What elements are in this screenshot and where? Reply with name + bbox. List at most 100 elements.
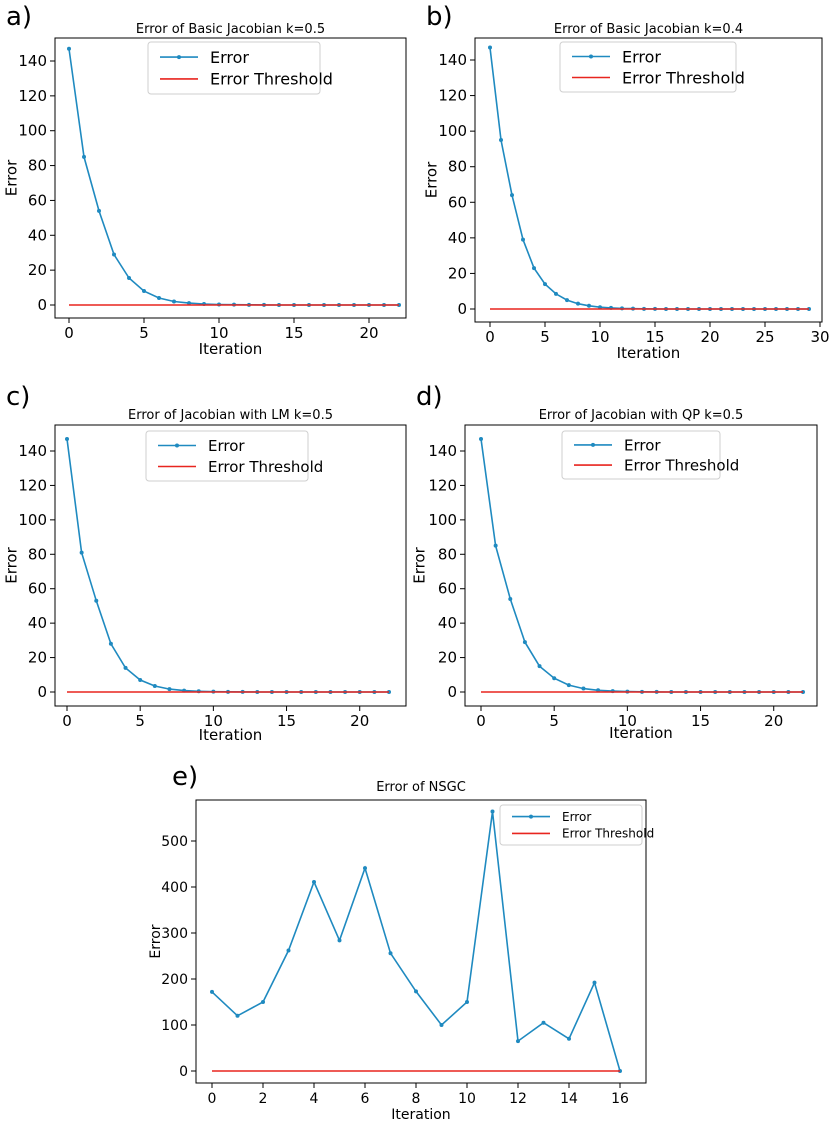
data-point-e xyxy=(592,980,597,985)
y-tick-label-a: 60 xyxy=(28,191,47,209)
y-tick-label-c: 40 xyxy=(28,614,47,632)
legend-marker-b xyxy=(589,54,593,59)
axes-frame-c xyxy=(54,424,407,707)
axes-frame-d xyxy=(464,424,818,707)
data-point-e xyxy=(465,1000,469,1004)
x-axis-label-b: Iteration xyxy=(617,344,681,362)
axes-frame-b xyxy=(474,37,823,323)
y-axis-label-b: Error xyxy=(423,161,441,198)
x-tick-label-d: 0 xyxy=(476,712,486,730)
data-point-b xyxy=(565,298,569,303)
x-tick-label-b: 5 xyxy=(540,328,550,346)
chart-title-c: Error of Jacobian with LM k=0.5 xyxy=(128,408,333,423)
legend-marker-d xyxy=(591,442,595,447)
y-tick-label-b: 20 xyxy=(448,264,467,282)
data-point-e xyxy=(516,1039,520,1044)
data-point-a xyxy=(187,301,191,306)
y-tick-label-b: 40 xyxy=(448,229,467,247)
panel-label-c: c) xyxy=(6,382,31,412)
x-tick-label-b: 25 xyxy=(755,328,774,346)
legend-box-a xyxy=(147,41,321,95)
y-tick-label-c: 80 xyxy=(28,545,47,563)
data-point-e xyxy=(439,1023,444,1027)
data-point-b xyxy=(598,305,602,310)
axes-frame-e xyxy=(195,799,647,1084)
data-point-d xyxy=(566,683,571,688)
x-tick-label-b: 30 xyxy=(810,328,829,346)
axes-frame-a xyxy=(54,37,407,319)
y-tick-label-e: 100 xyxy=(161,1018,188,1034)
x-tick-label-d: 20 xyxy=(764,712,783,730)
y-tick-label-d: 140 xyxy=(428,442,457,460)
panel-label-b: b) xyxy=(426,2,453,32)
x-axis-label-e: Iteration xyxy=(391,1107,450,1123)
y-tick-label-d: 60 xyxy=(438,580,457,598)
y-tick-label-d: 120 xyxy=(428,476,457,494)
data-point-b xyxy=(554,291,558,296)
x-tick-label-e: 6 xyxy=(361,1091,370,1107)
data-point-c xyxy=(108,641,113,646)
data-point-e xyxy=(337,938,342,943)
y-tick-label-b: 100 xyxy=(438,122,467,140)
legend-label-a-threshold: Error Threshold xyxy=(210,70,333,89)
y-tick-label-c: 0 xyxy=(37,683,47,701)
chart-title-d: Error of Jacobian with QP k=0.5 xyxy=(539,408,744,423)
data-point-e xyxy=(567,1036,571,1041)
y-tick-label-d: 0 xyxy=(447,683,457,701)
y-tick-label-e: 500 xyxy=(161,834,188,850)
y-tick-label-a: 20 xyxy=(28,261,47,279)
x-tick-label-a: 5 xyxy=(139,324,149,342)
x-tick-label-b: 10 xyxy=(590,328,609,346)
data-point-e xyxy=(363,866,367,871)
data-point-c xyxy=(79,550,84,555)
x-tick-label-b: 0 xyxy=(485,328,495,346)
legend-marker-a xyxy=(177,55,181,60)
data-point-a xyxy=(112,252,116,257)
panel-label-d: d) xyxy=(416,382,443,412)
data-point-a xyxy=(172,299,176,304)
data-point-b xyxy=(521,237,525,242)
y-tick-label-a: 80 xyxy=(28,157,47,175)
x-tick-label-e: 16 xyxy=(611,1091,629,1107)
y-tick-label-a: 120 xyxy=(18,87,47,105)
x-tick-label-d: 15 xyxy=(691,712,710,730)
x-tick-label-e: 10 xyxy=(458,1091,476,1107)
x-tick-label-c: 0 xyxy=(62,712,72,730)
data-point-b xyxy=(576,301,580,306)
chart-title-a: Error of Basic Jacobian k=0.5 xyxy=(136,22,325,37)
x-tick-label-a: 20 xyxy=(359,324,378,342)
y-tick-label-b: 0 xyxy=(457,300,467,318)
data-point-e xyxy=(312,879,316,884)
data-point-e xyxy=(261,1000,265,1004)
data-point-c xyxy=(123,665,128,670)
data-point-e xyxy=(235,1013,240,1018)
data-point-a xyxy=(157,296,161,301)
y-axis-label-e: Error xyxy=(148,924,164,958)
chart-title-e: Error of NSGC xyxy=(376,780,466,795)
y-tick-label-c: 120 xyxy=(18,476,47,494)
data-point-a xyxy=(142,289,146,294)
data-point-b xyxy=(532,266,536,271)
legend-label-d-error: Error xyxy=(624,436,661,454)
data-point-c xyxy=(167,687,172,692)
chart-title-b: Error of Basic Jacobian k=0.4 xyxy=(554,22,743,37)
y-tick-label-a: 100 xyxy=(18,122,47,140)
legend-label-c-error: Error xyxy=(208,437,245,455)
data-point-e xyxy=(210,989,214,994)
legend-box-c xyxy=(145,430,309,482)
y-tick-label-e: 200 xyxy=(161,972,188,988)
panel-label-e: e) xyxy=(172,762,199,792)
legend-box-b xyxy=(559,41,737,93)
x-tick-label-a: 0 xyxy=(64,324,74,342)
x-tick-label-a: 10 xyxy=(209,324,228,342)
data-point-e xyxy=(286,948,291,953)
data-point-a xyxy=(82,154,86,159)
x-tick-label-c: 20 xyxy=(350,712,369,730)
x-tick-label-c: 10 xyxy=(204,712,223,730)
x-tick-label-a: 15 xyxy=(284,324,303,342)
x-tick-label-c: 15 xyxy=(277,712,296,730)
data-point-c xyxy=(152,683,157,688)
legend-label-c-threshold: Error Threshold xyxy=(208,458,323,476)
x-tick-label-e: 4 xyxy=(310,1091,319,1107)
